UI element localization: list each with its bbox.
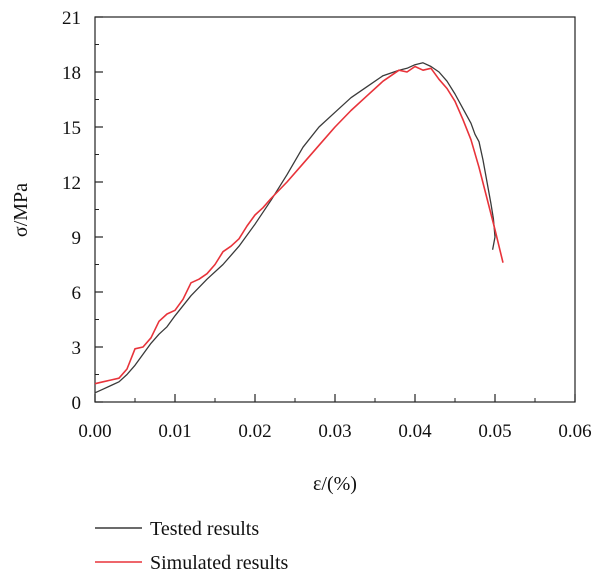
y-axis-ticks: 0 3 6 9 12 15 18 21 [62, 8, 103, 414]
y-tick-label: 3 [72, 338, 82, 359]
y-axis-label: σ/MPa [10, 183, 32, 237]
x-tick-label: 0.06 [558, 421, 591, 442]
series-layer [94, 62, 504, 394]
legend-label-tested: Tested results [150, 518, 259, 540]
minor-ticks [95, 44, 536, 402]
series-line-simulated [94, 65, 504, 385]
x-tick-label: 0.05 [478, 421, 511, 442]
series-line-tested [94, 62, 496, 394]
x-tick-label: 0.02 [238, 421, 271, 442]
x-tick-label: 0.04 [398, 421, 432, 442]
x-axis-ticks: 0.00 0.01 0.02 0.03 0.04 0.05 0.06 [78, 394, 592, 442]
x-tick-label: 0.00 [78, 421, 111, 442]
x-axis-label: ε/(%) [313, 473, 357, 495]
x-tick-label: 0.01 [158, 421, 191, 442]
x-tick-label: 0.03 [318, 421, 351, 442]
y-tick-label: 18 [62, 63, 81, 84]
plot-area [94, 16, 576, 403]
y-tick-label: 0 [72, 393, 82, 414]
y-tick-label: 21 [62, 8, 81, 29]
y-tick-label: 12 [62, 173, 81, 194]
y-tick-label: 9 [72, 228, 82, 249]
plot-border [94, 16, 576, 403]
y-tick-label: 15 [62, 118, 81, 139]
legend: Tested results Simulated results [95, 518, 289, 574]
y-tick-label: 6 [72, 283, 82, 304]
legend-label-simulated: Simulated results [150, 552, 289, 574]
